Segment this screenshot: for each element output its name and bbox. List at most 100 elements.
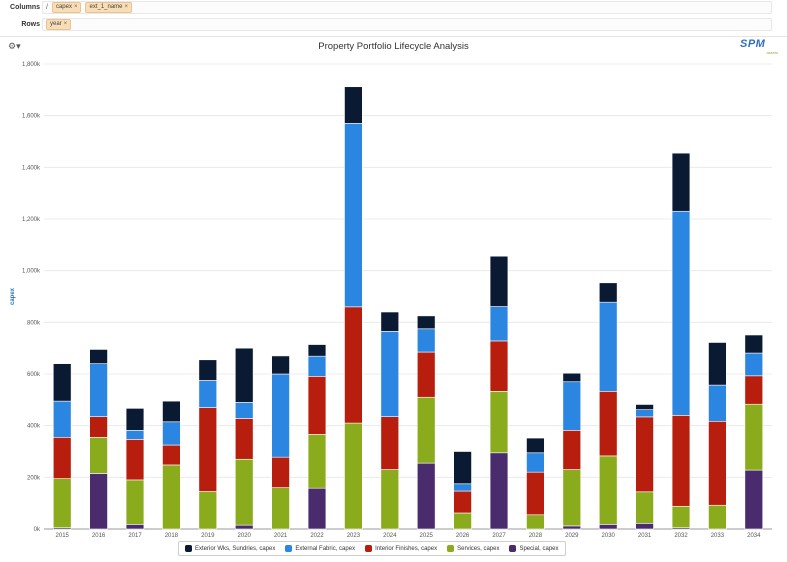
rows-drop-zone[interactable]: year × [42, 18, 772, 31]
bar-segment[interactable] [744, 469, 764, 530]
bar-segment[interactable] [671, 415, 691, 507]
bar-segment[interactable] [416, 462, 436, 530]
bar-segment[interactable] [598, 524, 618, 530]
bar-segment[interactable] [635, 404, 654, 410]
bar-segment[interactable] [307, 487, 327, 530]
bar-segment[interactable] [635, 491, 654, 524]
bar-segment[interactable] [416, 328, 436, 353]
bar-segment[interactable] [562, 381, 582, 431]
bar-segment[interactable] [708, 342, 727, 386]
bar-segment[interactable] [271, 373, 290, 458]
bar-segment[interactable] [52, 436, 72, 479]
bar-segment[interactable] [52, 478, 72, 529]
bar-segment[interactable] [562, 430, 582, 470]
bar-segment[interactable] [671, 152, 691, 212]
bar-segment[interactable] [526, 452, 545, 473]
bar-segment[interactable] [598, 455, 618, 525]
bar-segment[interactable] [708, 420, 727, 506]
bar-segment[interactable] [125, 408, 145, 431]
bar-segment[interactable] [526, 471, 545, 516]
bar-segment[interactable] [489, 340, 509, 392]
bar-segment[interactable] [234, 458, 254, 526]
legend-item[interactable]: Exterior Wks, Sundries, capex [185, 545, 275, 552]
bar-segment[interactable] [344, 123, 363, 308]
bar-segment[interactable] [89, 349, 108, 364]
bar-segment[interactable] [198, 359, 218, 381]
bar-segment[interactable] [526, 514, 545, 530]
bar-segment[interactable] [708, 504, 727, 530]
remove-chip-icon[interactable]: × [73, 4, 78, 10]
bar-segment[interactable] [162, 421, 181, 446]
bar-segment[interactable] [708, 384, 727, 422]
bar-segment[interactable] [598, 282, 618, 303]
legend-item[interactable]: Interior Finishes, capex [365, 545, 437, 552]
bar-segment[interactable] [671, 210, 691, 416]
column-chip-capex[interactable]: capex × [51, 2, 82, 13]
legend-item[interactable]: External Fabric, capex [285, 545, 355, 552]
bar-segment[interactable] [89, 363, 108, 417]
bar-segment[interactable] [162, 444, 181, 466]
bar-segment[interactable] [562, 469, 582, 527]
bar-segment[interactable] [744, 375, 764, 405]
bar-segment[interactable] [125, 524, 145, 530]
bar-segment[interactable] [307, 344, 327, 357]
bar-segment[interactable] [598, 391, 618, 457]
bar-segment[interactable] [416, 396, 436, 464]
bar-segment[interactable] [307, 355, 327, 377]
bar-segment[interactable] [635, 523, 654, 530]
bar-segment[interactable] [416, 351, 436, 398]
bar-segment[interactable] [344, 86, 363, 124]
bar-segment[interactable] [198, 380, 218, 408]
bar-segment[interactable] [125, 439, 145, 481]
bar-segment[interactable] [744, 352, 764, 377]
bar-segment[interactable] [307, 434, 327, 489]
bar-segment[interactable] [234, 418, 254, 460]
bar-segment[interactable] [453, 483, 472, 492]
bar-segment[interactable] [380, 331, 400, 417]
bar-segment[interactable] [234, 524, 254, 530]
bar-segment[interactable] [380, 469, 400, 530]
bar-segment[interactable] [598, 301, 618, 392]
bar-segment[interactable] [380, 311, 400, 332]
bar-segment[interactable] [744, 334, 764, 354]
bar-segment[interactable] [89, 473, 108, 530]
bar-segment[interactable] [562, 372, 582, 383]
bar-segment[interactable] [416, 315, 436, 330]
bar-segment[interactable] [271, 456, 290, 488]
bar-segment[interactable] [526, 437, 545, 454]
column-chip-ext-1-name[interactable]: ext_1_name × [85, 2, 133, 13]
bar-segment[interactable] [671, 505, 691, 529]
bar-segment[interactable] [562, 525, 582, 530]
bar-segment[interactable] [344, 306, 363, 424]
bar-segment[interactable] [489, 255, 509, 307]
bar-segment[interactable] [125, 430, 145, 440]
bar-segment[interactable] [198, 407, 218, 492]
legend-item[interactable]: Services, capex [447, 545, 499, 552]
columns-drop-zone[interactable]: / capex × ext_1_name × [42, 1, 772, 14]
bar-segment[interactable] [307, 376, 327, 435]
bar-segment[interactable] [52, 363, 72, 402]
bar-segment[interactable] [635, 409, 654, 418]
bar-segment[interactable] [453, 490, 472, 514]
bar-segment[interactable] [162, 464, 181, 530]
remove-chip-icon[interactable]: × [63, 21, 68, 27]
bar-segment[interactable] [162, 400, 181, 423]
bar-segment[interactable] [89, 416, 108, 438]
bar-segment[interactable] [234, 402, 254, 419]
legend-item[interactable]: Special, capex [509, 545, 559, 552]
bar-segment[interactable] [635, 416, 654, 493]
bar-segment[interactable] [489, 306, 509, 342]
bar-segment[interactable] [744, 403, 764, 471]
chart-settings-gear-icon[interactable]: ⚙▾ [8, 41, 21, 51]
bar-segment[interactable] [125, 479, 145, 525]
remove-chip-icon[interactable]: × [124, 4, 129, 10]
bar-segment[interactable] [453, 451, 472, 485]
bar-segment[interactable] [489, 391, 509, 454]
bar-segment[interactable] [52, 400, 72, 438]
bar-segment[interactable] [489, 452, 509, 530]
bar-segment[interactable] [271, 355, 290, 375]
bar-segment[interactable] [89, 436, 108, 474]
bar-segment[interactable] [234, 347, 254, 403]
bar-segment[interactable] [344, 422, 363, 530]
bar-segment[interactable] [380, 416, 400, 470]
